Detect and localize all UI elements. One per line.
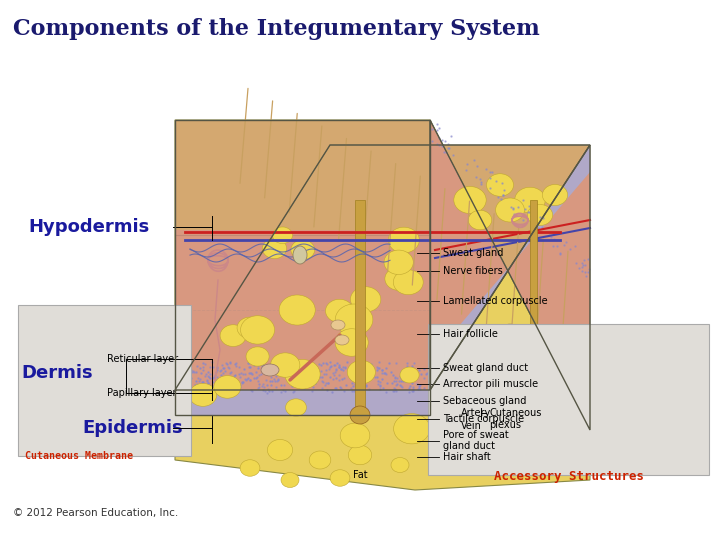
Text: Artery: Artery [461,408,491,418]
Ellipse shape [350,406,370,424]
Ellipse shape [335,335,349,345]
Ellipse shape [240,460,260,476]
Polygon shape [175,120,590,490]
Ellipse shape [291,240,315,260]
Ellipse shape [325,299,354,322]
Ellipse shape [281,472,299,488]
Bar [18,305,191,456]
Ellipse shape [272,227,292,244]
Text: Sweat gland duct: Sweat gland duct [443,363,528,373]
Ellipse shape [237,317,263,339]
Ellipse shape [246,347,269,366]
Text: Cutaneous Membrane: Cutaneous Membrane [25,451,133,461]
Ellipse shape [293,246,307,264]
Ellipse shape [240,316,274,344]
Text: Fat: Fat [353,470,367,480]
Ellipse shape [347,360,375,384]
Text: Reticular layer: Reticular layer [107,354,178,364]
Text: Components of the Integumentary System: Components of the Integumentary System [13,18,540,40]
Text: Nerve fibers: Nerve fibers [443,266,503,276]
Ellipse shape [336,329,368,356]
Ellipse shape [394,414,430,444]
Ellipse shape [502,324,518,336]
Ellipse shape [391,457,409,472]
Ellipse shape [309,451,330,469]
Text: Vein: Vein [461,421,482,430]
Text: Epidermis: Epidermis [83,419,184,437]
Ellipse shape [384,250,413,274]
Ellipse shape [336,304,373,335]
Text: © 2012 Pearson Education, Inc.: © 2012 Pearson Education, Inc. [13,508,179,518]
Ellipse shape [214,376,241,398]
Text: plexus: plexus [490,420,521,430]
Ellipse shape [400,367,419,383]
Ellipse shape [393,270,423,295]
Bar [175,390,430,415]
Text: Tactile corpuscle: Tactile corpuscle [443,414,524,423]
Ellipse shape [351,287,381,312]
Text: Lamellated corpuscle: Lamellated corpuscle [443,296,547,306]
Text: Accessory Structures: Accessory Structures [494,470,644,483]
Ellipse shape [454,186,486,213]
Ellipse shape [271,353,300,377]
Ellipse shape [480,442,500,458]
Ellipse shape [189,383,217,406]
Polygon shape [430,120,590,430]
Text: Pore of sweat
gland duct: Pore of sweat gland duct [443,430,508,451]
Ellipse shape [267,440,292,461]
Ellipse shape [527,205,553,226]
Ellipse shape [439,446,461,464]
Ellipse shape [542,185,567,206]
Bar [355,200,365,420]
Bar [175,120,430,392]
Ellipse shape [487,174,513,196]
Ellipse shape [385,267,413,291]
Bar [428,324,709,475]
Ellipse shape [388,227,419,253]
Polygon shape [430,145,590,390]
Ellipse shape [220,325,246,347]
Bar [530,200,537,400]
Text: Cutaneous: Cutaneous [490,408,542,418]
Ellipse shape [330,470,350,486]
Text: Papillary layer: Papillary layer [107,388,176,398]
Ellipse shape [331,320,345,330]
Ellipse shape [286,399,307,416]
Text: Hair shaft: Hair shaft [443,453,490,462]
Ellipse shape [348,446,372,465]
Ellipse shape [262,239,287,259]
Ellipse shape [340,423,370,448]
Text: Arrector pili muscle: Arrector pili muscle [443,380,538,389]
Text: Hypodermis: Hypodermis [29,218,150,236]
Bar [175,390,430,415]
Text: Sebaceous gland: Sebaceous gland [443,396,526,406]
Bar [175,230,430,450]
Text: Sweat gland: Sweat gland [443,248,503,258]
Bar [175,230,430,395]
Ellipse shape [495,198,524,222]
Text: Dermis: Dermis [22,363,93,382]
Text: Hair follicle: Hair follicle [443,329,498,339]
Ellipse shape [468,210,492,230]
Ellipse shape [285,360,320,389]
Ellipse shape [261,364,279,376]
Ellipse shape [515,187,545,213]
Polygon shape [175,145,590,390]
Ellipse shape [279,295,315,325]
Bar [175,120,430,450]
